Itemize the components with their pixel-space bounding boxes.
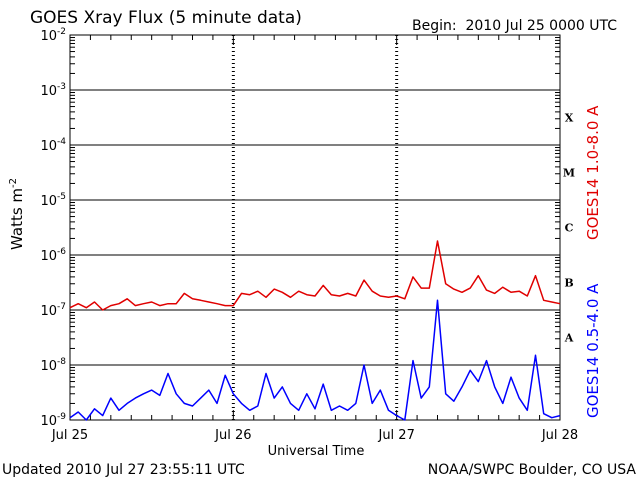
y-tick-exponent: -9	[57, 412, 66, 422]
x-tick-label: Jul 26	[214, 428, 251, 443]
y-tick-base: 10	[40, 304, 57, 319]
y-tick-label: 10-8	[40, 357, 66, 374]
y-tick-base: 10	[40, 194, 57, 209]
y-tick-label: 10-3	[40, 82, 66, 99]
y-tick-base: 10	[40, 414, 57, 429]
series-line-long-wave	[69, 240, 561, 311]
x-tick-label: Jul 28	[541, 428, 578, 443]
x-tick-label: Jul 25	[51, 428, 88, 443]
y-tick-exponent: -2	[57, 27, 66, 37]
y-tick-exponent: -6	[57, 247, 66, 257]
flare-class-B: B	[564, 277, 573, 290]
x-axis: Jul 25 Jul 26 Jul 27 Jul 28	[51, 35, 578, 443]
y-axis: 10-210-310-410-510-610-710-810-9	[40, 27, 560, 429]
chart-title: GOES Xray Flux (5 minute data)	[30, 8, 302, 28]
y-tick-exponent: -5	[57, 192, 66, 202]
y-axis-label-main: Watts m	[8, 188, 26, 250]
series-lines	[69, 240, 561, 421]
plot-grid	[70, 34, 560, 421]
flare-class-C: C	[565, 222, 574, 235]
y-tick-base: 10	[40, 139, 57, 154]
y-tick-base: 10	[40, 84, 57, 99]
y-tick-label: 10-7	[40, 302, 66, 319]
series-label-red: GOES14 1.0-8.0 A	[584, 105, 602, 240]
flare-class-X: X	[565, 112, 574, 125]
y-tick-exponent: -3	[57, 82, 66, 92]
series-line-short-wave	[69, 299, 561, 421]
y-tick-label: 10-9	[40, 412, 66, 429]
y-axis-label: Watts m-2	[8, 178, 26, 250]
y-tick-exponent: -4	[57, 137, 66, 147]
y-tick-label: 10-4	[40, 137, 66, 154]
y-tick-label: 10-5	[40, 192, 66, 209]
flare-class-labels: X M C B A	[563, 112, 575, 345]
x-axis-label: Universal Time	[268, 444, 365, 459]
x-tick-label: Jul 27	[377, 428, 414, 443]
y-tick-base: 10	[40, 249, 57, 264]
updated-timestamp: Updated 2010 Jul 27 23:55:11 UTC	[2, 462, 245, 478]
y-tick-base: 10	[40, 359, 57, 374]
y-tick-base: 10	[40, 29, 57, 44]
series-label-blue: GOES14 0.5-4.0 A	[584, 283, 602, 418]
y-axis-label-superscript: -2	[8, 178, 19, 188]
flare-class-A: A	[564, 332, 574, 345]
begin-label: Begin: 2010 Jul 25 0000 UTC	[412, 18, 617, 34]
flare-class-M: M	[563, 167, 575, 180]
y-tick-exponent: -8	[57, 357, 66, 367]
y-tick-exponent: -7	[57, 302, 66, 312]
source-label: NOAA/SWPC Boulder, CO USA	[428, 462, 637, 478]
y-tick-label: 10-2	[40, 27, 66, 44]
y-tick-label: 10-6	[40, 247, 66, 264]
